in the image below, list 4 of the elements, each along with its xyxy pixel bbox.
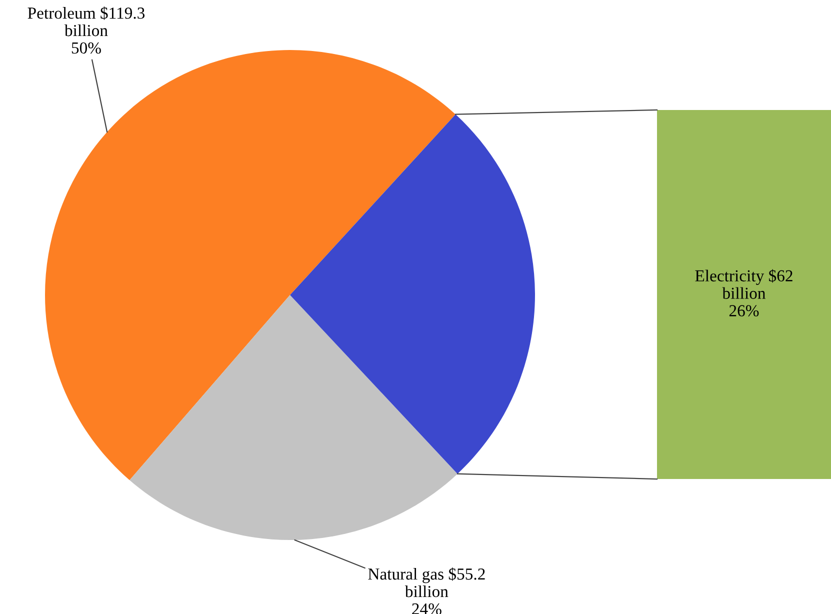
slice-label: Electricity $62 billion 26% xyxy=(695,269,792,316)
pie-slice xyxy=(290,114,535,474)
pie-slice xyxy=(130,295,458,540)
slice-label: Petroleum $119.3 billion 50% xyxy=(28,6,145,54)
